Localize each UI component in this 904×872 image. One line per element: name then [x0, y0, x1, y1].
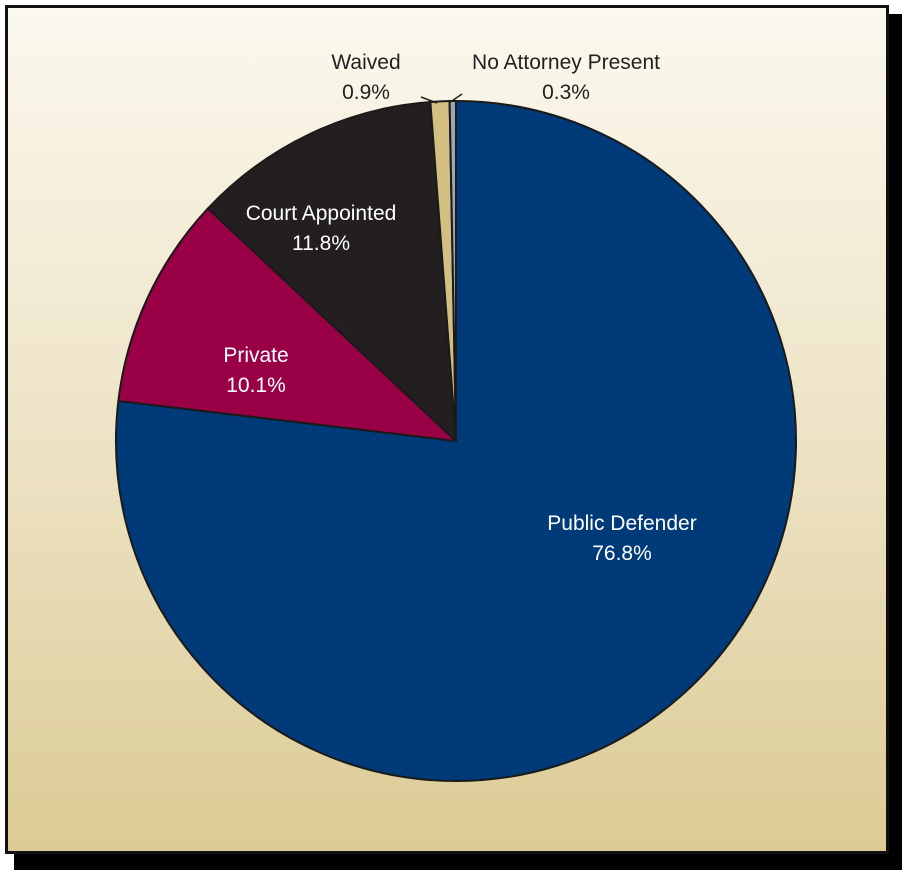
- label-no-attorney-present: No Attorney Present: [472, 51, 660, 74]
- label-public-defender: Public Defender: [547, 512, 696, 535]
- value-label-private: 10.1%: [226, 374, 286, 397]
- pie-slices: [116, 101, 796, 781]
- value-label-public-defender: 76.8%: [592, 542, 652, 565]
- value-label-no-attorney-present: 0.3%: [542, 81, 590, 104]
- value-label-court-appointed: 11.8%: [292, 232, 350, 255]
- value-label-waived: 0.9%: [342, 81, 390, 104]
- label-waived: Waived: [331, 51, 400, 74]
- label-private: Private: [223, 344, 288, 367]
- label-court-appointed: Court Appointed: [246, 202, 397, 225]
